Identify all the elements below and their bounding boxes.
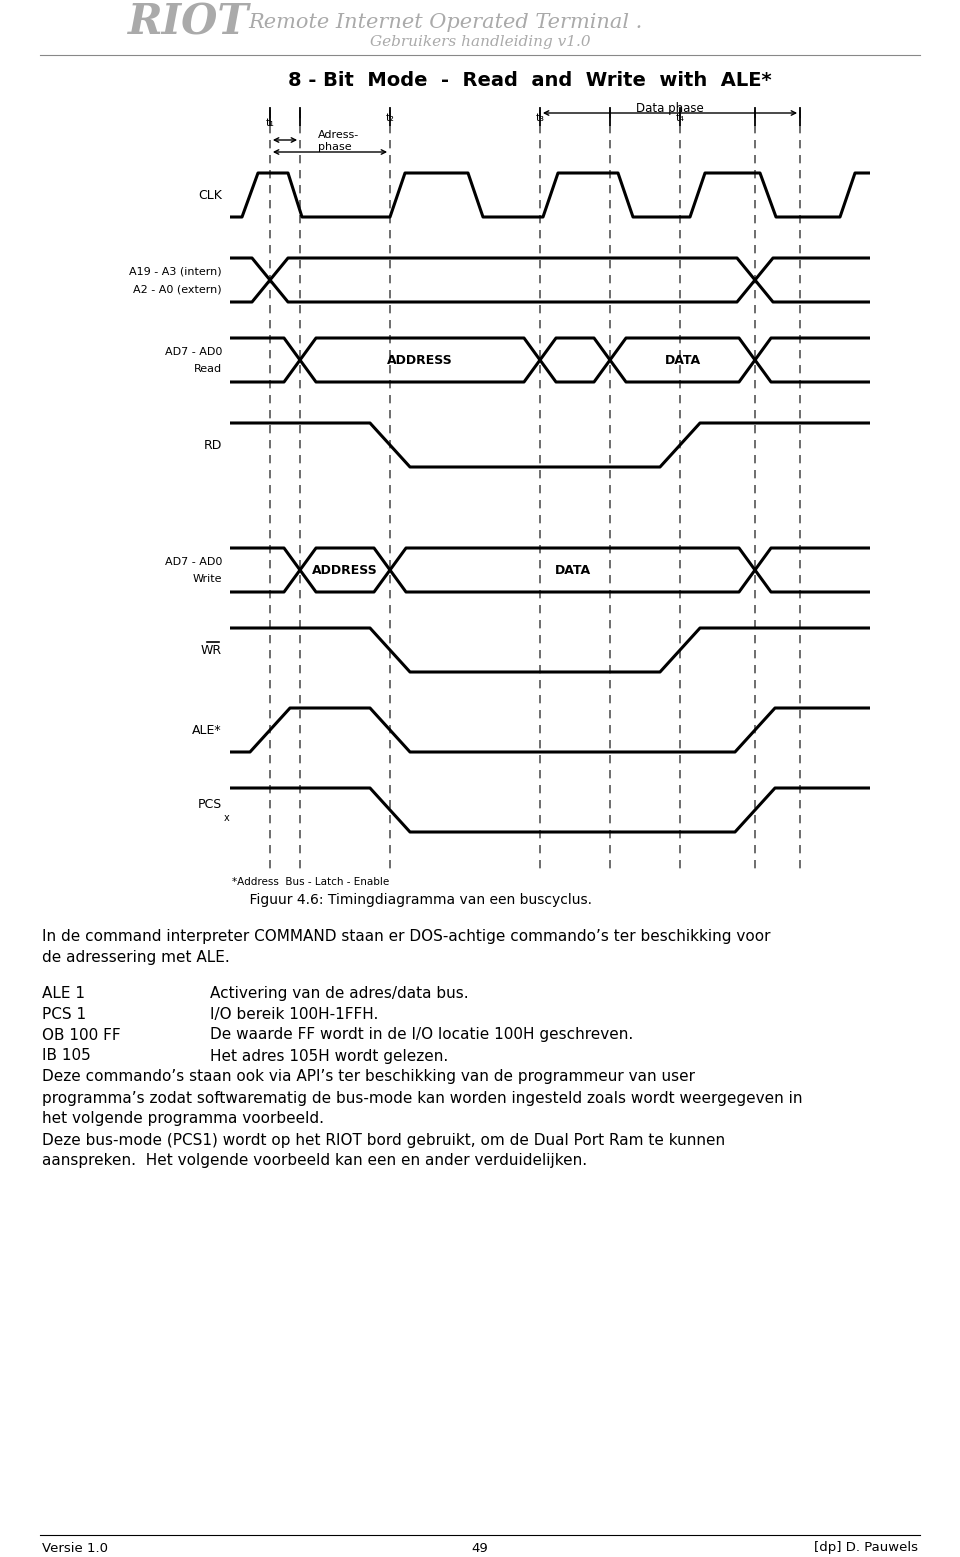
Text: IB 105: IB 105 [42,1048,91,1063]
Text: RIOT: RIOT [128,2,250,44]
Text: CLK: CLK [198,188,222,201]
Text: Adress-
phase: Adress- phase [318,129,359,153]
Text: WR: WR [201,643,222,657]
Text: Read: Read [194,364,222,374]
Text: t₃: t₃ [536,114,544,123]
Text: ADDRESS: ADDRESS [387,353,453,366]
Text: RD: RD [204,439,222,452]
Text: Gebruikers handleiding v1.0: Gebruikers handleiding v1.0 [370,34,590,48]
Text: DATA: DATA [664,353,701,366]
Text: [dp] D. Pauwels: [dp] D. Pauwels [814,1541,918,1554]
Text: t₂: t₂ [386,114,395,123]
Text: Data phase: Data phase [636,101,704,115]
Text: het volgende programma voorbeeld.: het volgende programma voorbeeld. [42,1112,324,1127]
Text: PCS 1: PCS 1 [42,1006,86,1021]
Text: A2 - A0 (extern): A2 - A0 (extern) [133,283,222,294]
Text: In de command interpreter COMMAND staan er DOS-achtige commando’s ter beschikkin: In de command interpreter COMMAND staan … [42,928,771,944]
Text: aanspreken.  Het volgende voorbeeld kan een en ander verduidelijken.: aanspreken. Het volgende voorbeeld kan e… [42,1154,588,1168]
Text: De waarde FF wordt in de I/O locatie 100H geschreven.: De waarde FF wordt in de I/O locatie 100… [210,1028,634,1043]
Text: programma’s zodat softwarematig de bus-mode kan worden ingesteld zoals wordt wee: programma’s zodat softwarematig de bus-m… [42,1090,803,1105]
Text: t₄: t₄ [676,114,684,123]
Text: OB 100 FF: OB 100 FF [42,1028,121,1043]
Text: Remote Internet Operated Terminal .: Remote Internet Operated Terminal . [248,12,642,31]
Text: Deze commando’s staan ook via API’s ter beschikking van de programmeur van user: Deze commando’s staan ook via API’s ter … [42,1070,695,1085]
Text: 49: 49 [471,1541,489,1554]
Text: Figuur 4.6: Timingdiagramma van een buscyclus.: Figuur 4.6: Timingdiagramma van een busc… [232,894,592,908]
Text: x: x [224,813,229,824]
Text: PCS: PCS [198,797,222,811]
Text: Versie 1.0: Versie 1.0 [42,1541,108,1554]
Text: Activering van de adres/data bus.: Activering van de adres/data bus. [210,986,468,1001]
Text: A19 - A3 (intern): A19 - A3 (intern) [130,266,222,276]
Text: ADDRESS: ADDRESS [312,564,378,576]
Text: AD7 - AD0: AD7 - AD0 [164,347,222,357]
Text: de adressering met ALE.: de adressering met ALE. [42,950,229,964]
Text: I/O bereik 100H-1FFH.: I/O bereik 100H-1FFH. [210,1006,378,1021]
Text: 8 - Bit  Mode  -  Read  and  Write  with  ALE*: 8 - Bit Mode - Read and Write with ALE* [288,70,772,89]
Text: ALE 1: ALE 1 [42,986,85,1001]
Text: ALE*: ALE* [192,724,222,736]
Text: Deze bus-mode (PCS1) wordt op het RIOT bord gebruikt, om de Dual Port Ram te kun: Deze bus-mode (PCS1) wordt op het RIOT b… [42,1132,725,1148]
Text: AD7 - AD0: AD7 - AD0 [164,557,222,567]
Text: DATA: DATA [555,564,590,576]
Text: t₁: t₁ [266,118,275,128]
Text: *Address  Bus - Latch - Enable: *Address Bus - Latch - Enable [232,877,389,887]
Text: Het adres 105H wordt gelezen.: Het adres 105H wordt gelezen. [210,1048,448,1063]
Text: Write: Write [193,575,222,584]
